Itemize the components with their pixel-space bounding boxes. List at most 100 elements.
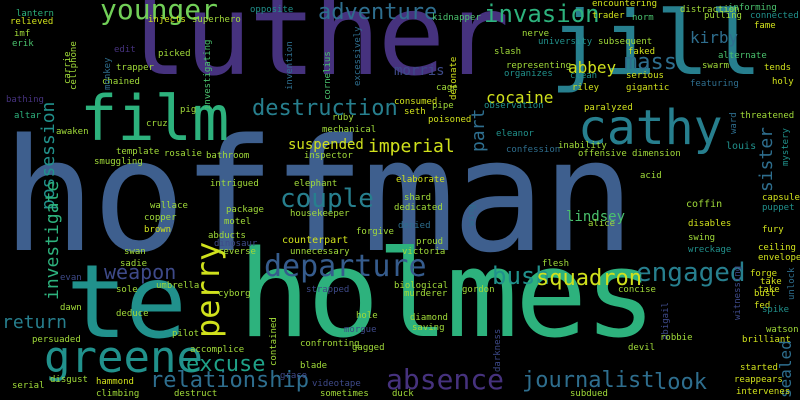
word-small: acid — [640, 171, 662, 181]
word-small: umbrella — [156, 281, 200, 291]
word-small: hole — [356, 311, 378, 321]
word-small: swing — [688, 233, 716, 243]
word-small: superhero — [192, 15, 241, 25]
word-small: motel — [224, 217, 252, 227]
word-destruction: destruction — [252, 96, 398, 121]
word-imperial: imperial — [368, 136, 455, 157]
word-abbey: abbey — [568, 58, 617, 77]
word-sister: sister — [756, 126, 777, 192]
word-louis: louis — [726, 141, 757, 152]
word-small: ruby — [332, 113, 354, 123]
word-journalist: journalist — [522, 368, 655, 393]
word-small: kidnapper — [432, 13, 481, 23]
word-small: reappears — [734, 375, 783, 385]
word-small: accomplice — [190, 345, 245, 355]
word-small: grace — [280, 371, 308, 381]
word-te: te — [66, 243, 187, 362]
word-small: package — [226, 205, 264, 215]
word-small: pulling — [704, 11, 742, 21]
word-small: clean — [570, 71, 598, 81]
word-small: picked — [158, 49, 191, 59]
word-small: biological — [394, 281, 449, 291]
word-small: flesh — [542, 259, 570, 269]
word-suspended: suspended — [288, 137, 364, 153]
word-small: mechanical — [322, 125, 377, 135]
word-small: tends — [764, 63, 792, 73]
word-small: detonate — [449, 56, 459, 100]
word-small: riley — [572, 83, 600, 93]
word-departure: departure — [264, 249, 427, 284]
word-small: reverse — [218, 247, 256, 257]
word-small: watson — [766, 325, 799, 335]
word-small: wallace — [150, 201, 188, 211]
word-small: template — [116, 147, 160, 157]
word-small: injects — [148, 15, 186, 25]
word-absence: absence — [386, 363, 505, 396]
word-small: disables — [688, 219, 732, 229]
word-small: consumed — [394, 97, 438, 107]
word-small: informing — [728, 3, 777, 13]
word-small: robbie — [660, 333, 693, 343]
word-small: swarm — [702, 61, 730, 71]
word-small: cornelius — [323, 51, 333, 100]
word-squadron: squadron — [536, 266, 642, 291]
word-small: gigantic — [626, 83, 670, 93]
word-small: climbing — [96, 389, 140, 399]
word-small: contained — [269, 317, 279, 366]
word-small: gagged — [352, 343, 385, 353]
word-small: forge — [750, 269, 778, 279]
word-small: dimension — [632, 149, 681, 159]
word-small: alice — [588, 219, 616, 229]
word-small: investigating — [203, 39, 213, 110]
word-relationship: relationship — [150, 368, 309, 393]
word-jill: jill — [550, 0, 762, 95]
word-small: swan — [124, 247, 146, 257]
word-small: shard — [404, 193, 432, 203]
word-small: imf — [14, 29, 31, 39]
word-small: bathing — [6, 95, 44, 105]
word-mass: mass — [624, 50, 677, 75]
word-small: sometimes — [320, 389, 369, 399]
word-small: wing — [467, 204, 477, 226]
word-small: threatened — [740, 111, 795, 121]
word-small: alternate — [718, 51, 767, 61]
word-small: intervenes — [736, 387, 791, 397]
word-small: envelope — [758, 253, 800, 263]
word-small: spike — [762, 305, 790, 315]
word-small: cruz — [146, 119, 168, 129]
word-couple: couple — [280, 184, 374, 214]
word-small: forgive — [356, 227, 394, 237]
word-film: film — [80, 82, 230, 155]
word-small: fury — [762, 225, 784, 235]
word-small: duck — [392, 389, 414, 399]
word-small: bust — [754, 289, 776, 299]
word-small: bathroom — [206, 151, 250, 161]
word-small: edit — [114, 45, 136, 55]
word-small: destruct — [174, 389, 218, 399]
word-invasion: invasion — [484, 0, 600, 28]
word-small: inability — [558, 141, 607, 151]
word-small: cage — [436, 83, 458, 93]
word-small: encountering — [592, 0, 658, 9]
word-small: organizes — [504, 69, 553, 79]
word-small: trapper — [116, 63, 154, 73]
word-small: unnecessary — [290, 247, 350, 257]
word-small: seth — [404, 107, 426, 117]
word-luther: luther — [120, 0, 510, 101]
word-small: disgust — [50, 375, 88, 385]
word-small: faked — [628, 47, 656, 57]
word-small: excessively — [353, 26, 363, 86]
word-weapon: weapon — [104, 260, 177, 284]
word-small: copper — [144, 213, 177, 223]
word-small: elephant — [294, 179, 338, 189]
word-small: chained — [102, 77, 140, 87]
word-small: serious — [626, 71, 664, 81]
word-return: return — [2, 312, 68, 333]
word-small: brilliant — [742, 335, 791, 345]
word-small: representing — [506, 61, 572, 71]
word-small: inspector — [304, 151, 353, 161]
word-small: confession — [506, 145, 561, 155]
word-small: monkey — [103, 57, 113, 90]
word-small: invention — [285, 41, 295, 90]
word-kirby: kirby — [690, 28, 739, 47]
